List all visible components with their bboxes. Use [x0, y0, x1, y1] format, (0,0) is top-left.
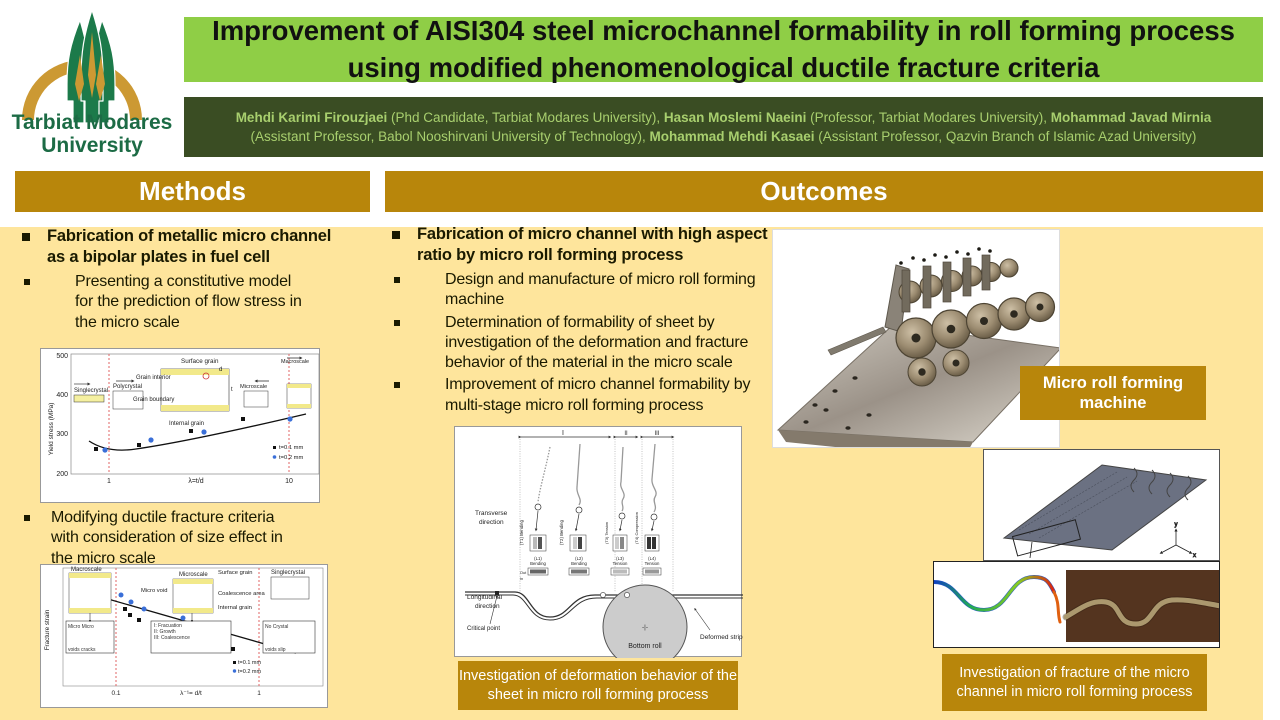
svg-text:(T1) Bending: (T1) Bending	[519, 520, 524, 545]
svg-text:III: III	[654, 431, 659, 437]
svg-text:Bending: Bending	[571, 561, 587, 566]
svg-text:0.1: 0.1	[111, 690, 120, 697]
svg-text:Deformed strip: Deformed strip	[700, 634, 743, 641]
svg-text:voids slip: voids slip	[265, 647, 286, 653]
svg-text:t: t	[231, 387, 233, 393]
svg-text:200: 200	[56, 471, 68, 478]
svg-text:500: 500	[56, 353, 68, 360]
svg-text:Out: Out	[520, 571, 527, 575]
svg-text:λ⁻¹= d/t: λ⁻¹= d/t	[180, 690, 202, 697]
svg-text:Critical point: Critical point	[467, 626, 500, 632]
svg-text:Macroscale: Macroscale	[281, 359, 309, 365]
svg-text:λ=t/d: λ=t/d	[188, 478, 203, 485]
svg-text:1: 1	[107, 478, 111, 485]
svg-text:Micro Micro: Micro Micro	[68, 624, 94, 630]
svg-text:I: I	[562, 430, 564, 437]
svg-text:Yield stress (MPa): Yield stress (MPa)	[48, 403, 55, 456]
svg-text:Microscale: Microscale	[179, 572, 208, 578]
svg-text:In: In	[520, 577, 523, 581]
svg-text:Bending: Bending	[530, 561, 546, 566]
svg-text:Transverse: Transverse	[475, 510, 508, 517]
svg-text:x: x	[1193, 553, 1196, 559]
svg-text:II: II	[624, 431, 628, 437]
svg-text:300: 300	[56, 431, 68, 438]
svg-text:10: 10	[285, 478, 293, 485]
svg-text:Tension: Tension	[645, 561, 660, 566]
svg-text:(T2) Bending: (T2) Bending	[559, 520, 564, 545]
svg-text:t=0.1 mm: t=0.1 mm	[279, 445, 303, 451]
svg-text:Tension: Tension	[613, 561, 628, 566]
svg-text:(T4) Compression: (T4) Compression	[634, 512, 639, 544]
svg-text:-|-: -|-	[642, 624, 648, 631]
svg-text:t=0.2 mm: t=0.2 mm	[279, 455, 303, 461]
svg-text:III: Coalescence: III: Coalescence	[154, 635, 190, 641]
svg-text:Polycrystal: Polycrystal	[113, 384, 142, 390]
svg-text:y: y	[1175, 522, 1178, 528]
svg-text:1: 1	[257, 690, 261, 697]
svg-text:Fracture strain: Fracture strain	[44, 609, 51, 650]
svg-text:Micro void: Micro void	[141, 588, 167, 594]
svg-text:Internal grain: Internal grain	[169, 421, 204, 427]
svg-text:Grain interior: Grain interior	[136, 375, 171, 381]
svg-text:voids cracks: voids cracks	[68, 647, 96, 653]
svg-text:t=0.2 mm: t=0.2 mm	[238, 669, 261, 675]
svg-text:Grain boundary: Grain boundary	[133, 397, 174, 403]
svg-text:(T3) Tension: (T3) Tension	[604, 522, 609, 544]
svg-text:Surface grain: Surface grain	[181, 358, 219, 365]
svg-text:Microscale: Microscale	[240, 384, 267, 390]
svg-text:direction: direction	[475, 603, 500, 610]
svg-text:direction: direction	[479, 519, 504, 526]
svg-text:Coalescence area: Coalescence area	[218, 591, 266, 597]
svg-text:Bottom roll: Bottom roll	[628, 643, 662, 650]
svg-text:Singlecrystal: Singlecrystal	[271, 570, 305, 576]
svg-text:Singlecrystal: Singlecrystal	[74, 388, 108, 394]
svg-text:Internal grain: Internal grain	[218, 605, 252, 611]
svg-text:No Crystal: No Crystal	[265, 624, 288, 630]
svg-text:400: 400	[56, 392, 68, 399]
svg-text:t=0.1 mm: t=0.1 mm	[238, 660, 261, 666]
svg-text:d: d	[219, 367, 222, 373]
svg-text:Macroscale: Macroscale	[71, 567, 102, 573]
svg-text:Surface grain: Surface grain	[218, 570, 252, 576]
